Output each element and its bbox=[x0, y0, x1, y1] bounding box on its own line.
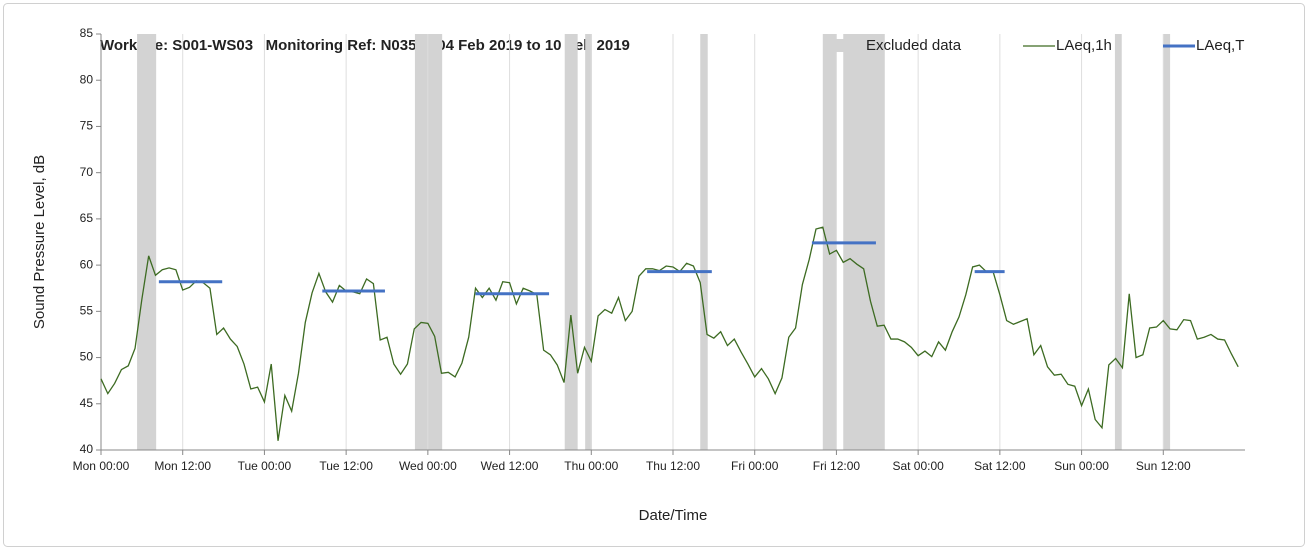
y-tick-label: 75 bbox=[80, 119, 94, 133]
laeq-1h-line bbox=[100, 226, 1239, 441]
excluded-band bbox=[1114, 34, 1122, 450]
y-tick-label: 85 bbox=[80, 26, 94, 40]
y-tick-label: 60 bbox=[80, 257, 94, 271]
y-tick-label: 80 bbox=[80, 72, 94, 86]
x-tick-label: Sun 12:00 bbox=[1136, 459, 1191, 473]
excluded-band bbox=[414, 34, 443, 450]
excluded-band bbox=[700, 34, 708, 450]
legend-swatch bbox=[833, 39, 862, 52]
y-tick-label: 55 bbox=[80, 304, 94, 318]
legend-label: LAeq,T bbox=[1196, 37, 1244, 54]
x-tick-label: Sun 00:00 bbox=[1054, 459, 1109, 473]
y-axis-label: Sound Pressure Level, dB bbox=[31, 155, 48, 329]
excluded-band bbox=[564, 34, 578, 450]
x-tick-label: Thu 00:00 bbox=[564, 459, 618, 473]
x-tick-label: Mon 12:00 bbox=[154, 459, 211, 473]
y-tick-label: 65 bbox=[80, 211, 94, 225]
x-tick-label: Tue 00:00 bbox=[238, 459, 292, 473]
y-tick-label: 50 bbox=[80, 350, 94, 364]
x-tick-label: Mon 00:00 bbox=[73, 459, 130, 473]
x-tick-label: Fri 00:00 bbox=[731, 459, 779, 473]
x-tick-label: Tue 12:00 bbox=[319, 459, 373, 473]
x-tick-label: Sat 00:00 bbox=[892, 459, 944, 473]
x-tick-label: Sat 12:00 bbox=[974, 459, 1026, 473]
excluded-band bbox=[1163, 34, 1171, 450]
chart-title: Worksite: S001-WS03 Monitoring Ref: N035… bbox=[100, 37, 630, 54]
excluded-band bbox=[137, 34, 157, 450]
excluded-band bbox=[585, 34, 592, 450]
y-tick-label: 70 bbox=[80, 165, 94, 179]
chart-border bbox=[3, 3, 1305, 547]
legend-label: Excluded data bbox=[866, 37, 962, 54]
y-tick-label: 45 bbox=[80, 396, 94, 410]
x-tick-label: Fri 12:00 bbox=[813, 459, 861, 473]
x-tick-label: Wed 00:00 bbox=[399, 459, 457, 473]
x-axis-label: Date/Time bbox=[639, 507, 708, 524]
x-tick-label: Thu 12:00 bbox=[646, 459, 700, 473]
legend-label: LAeq,1h bbox=[1056, 37, 1112, 54]
y-tick-label: 40 bbox=[80, 442, 94, 456]
x-tick-label: Wed 12:00 bbox=[481, 459, 539, 473]
